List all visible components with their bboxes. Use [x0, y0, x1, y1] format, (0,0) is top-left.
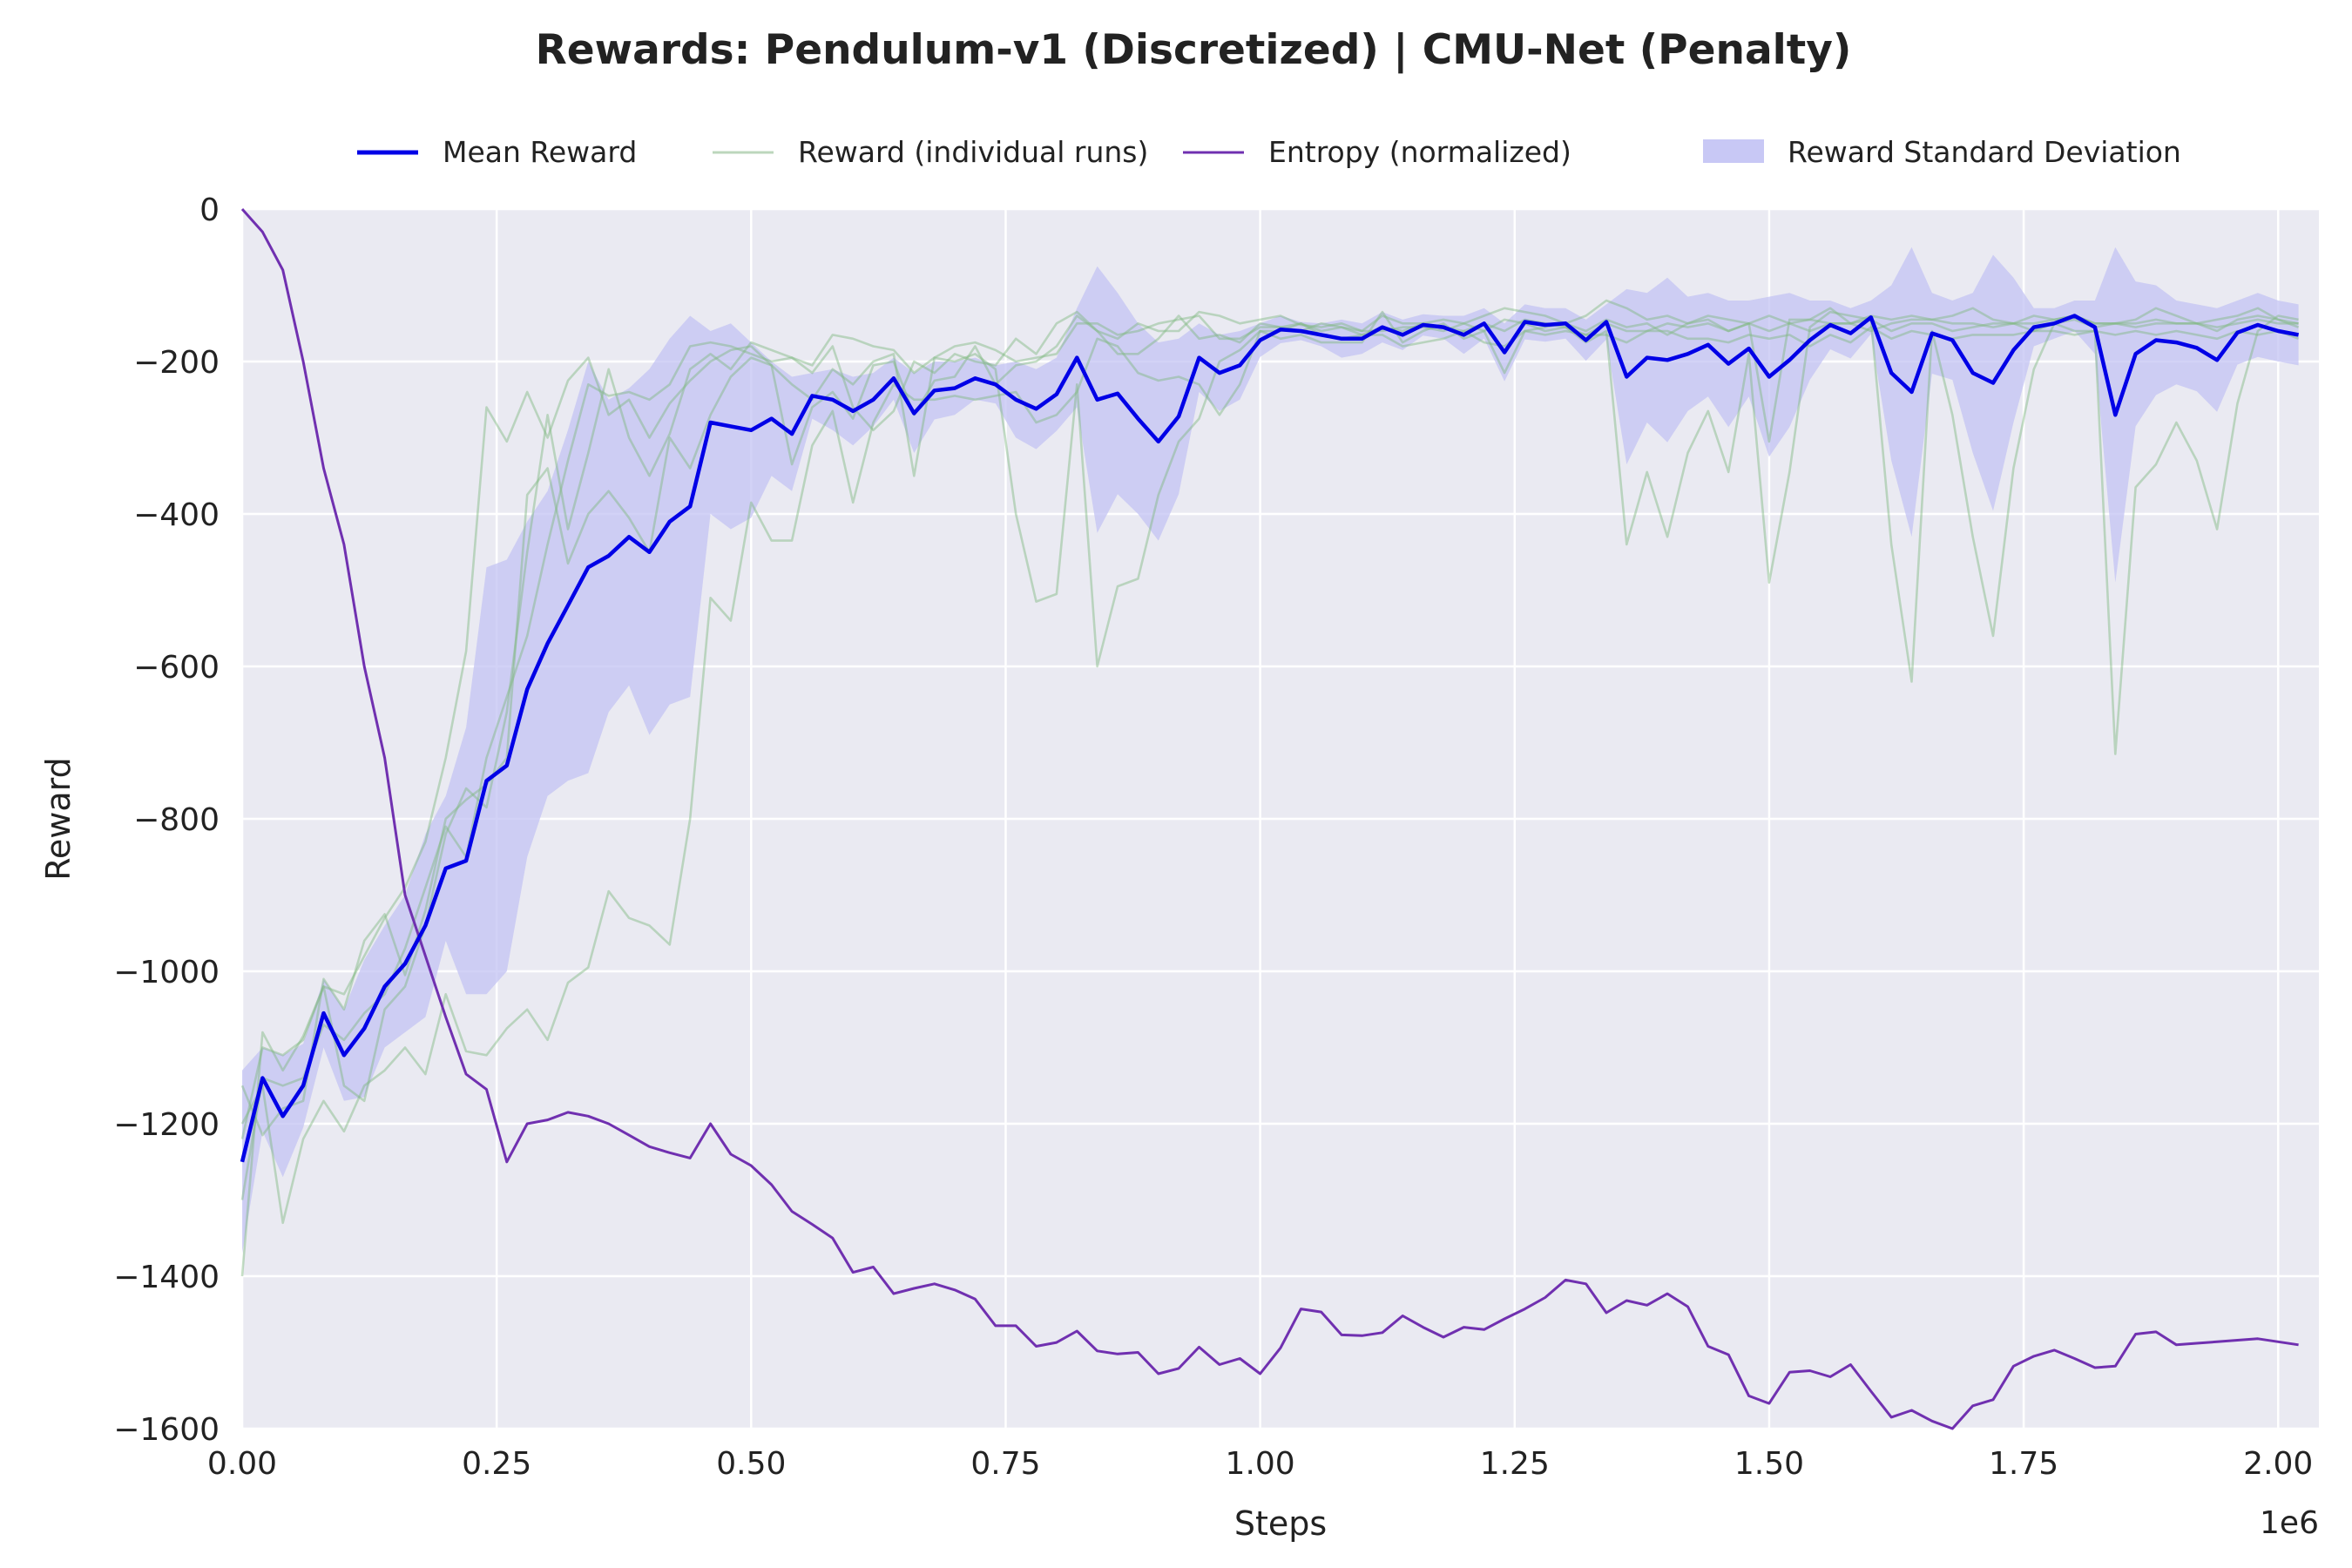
x-tick-label-7: 1.75 [1989, 1446, 2058, 1482]
x-axis-offset-label: 1e6 [2260, 1505, 2319, 1541]
std-band-group [242, 247, 2299, 1254]
individual-run-line-3 [240, 310, 2300, 1139]
x-axis-label: Steps [1234, 1504, 1327, 1543]
entropy-line [240, 208, 2299, 1430]
y-tick-label-7: −1400 [113, 1260, 220, 1295]
std-band [242, 247, 2299, 1254]
x-tick-label-5: 1.25 [1480, 1446, 1550, 1482]
individual-run-line-4 [240, 314, 2299, 1200]
legend-label-mean-reward: Mean Reward [443, 135, 637, 169]
mean-reward-line [240, 314, 2300, 1163]
x-tick-label-4: 1.00 [1226, 1446, 1295, 1482]
x-tick-label-6: 1.50 [1734, 1446, 1804, 1482]
entropy-group [240, 208, 2299, 1430]
legend-label-std-band: Reward Standard Deviation [1788, 135, 2181, 169]
legend-label-entropy: Entropy (normalized) [1268, 135, 1571, 169]
mean-reward-group [240, 314, 2300, 1163]
x-tick-label-3: 0.75 [970, 1446, 1040, 1482]
individual-run-line-5 [240, 322, 2300, 1225]
tick-labels: 0.00 0.25 0.50 0.75 1.00 1.25 1.50 1.75 2.00 0 −20… [113, 193, 2313, 1482]
legend: Mean Reward Reward (individual runs) Ent… [357, 135, 2181, 169]
y-tick-label-5: −1000 [113, 955, 220, 990]
x-tick-label-0: 0.00 [207, 1446, 277, 1482]
x-tick-label-8: 2.00 [2243, 1446, 2313, 1482]
y-tick-label-0: 0 [199, 193, 220, 228]
legend-label-individual-runs: Reward (individual runs) [798, 135, 1148, 169]
y-axis-label: Reward [39, 757, 78, 881]
chart-title: Rewards: Pendulum-v1 (Discretized) | CMU… [536, 26, 1852, 74]
y-tick-label-6: −1200 [113, 1107, 220, 1143]
individual-run-line-1 [240, 299, 2299, 1137]
y-tick-label-1: −200 [133, 345, 220, 381]
legend-swatch-std-band [1703, 139, 1764, 163]
x-tick-label-1: 0.25 [462, 1446, 531, 1482]
y-tick-label-3: −600 [133, 650, 220, 686]
y-tick-label-4: −800 [133, 802, 220, 838]
y-tick-label-8: −1600 [113, 1412, 220, 1448]
x-tick-label-2: 0.50 [716, 1446, 786, 1482]
y-tick-label-2: −400 [133, 497, 220, 533]
